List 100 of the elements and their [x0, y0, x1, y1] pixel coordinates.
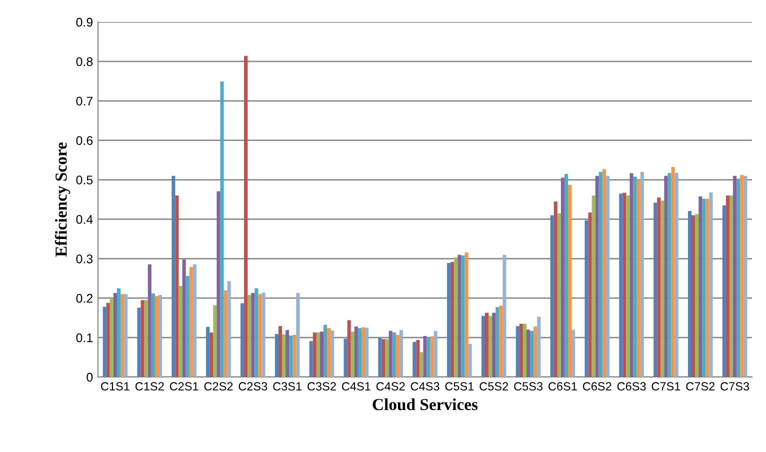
bar: [148, 264, 152, 377]
bar: [733, 176, 737, 377]
bar: [633, 176, 637, 377]
x-tick-label: C1S2: [135, 382, 164, 391]
x-tick-label: C5S1: [445, 382, 474, 391]
bar: [622, 192, 626, 377]
y-tick-label: 0.2: [76, 294, 93, 303]
bar: [251, 292, 255, 377]
bar: [534, 326, 538, 377]
bar: [709, 192, 713, 377]
x-tick-label: C4S2: [376, 382, 405, 391]
bar: [598, 172, 602, 377]
y-tick-label: 0.5: [76, 176, 93, 184]
y-axis-title: Efficiency Score: [54, 142, 70, 257]
bar: [106, 302, 110, 377]
bar: [499, 306, 503, 377]
bar: [530, 330, 534, 377]
bar: [671, 167, 675, 377]
bar: [312, 332, 316, 377]
bar: [447, 263, 451, 377]
bar: [144, 300, 148, 377]
y-tick-label: 0.4: [76, 215, 93, 224]
bar: [654, 202, 658, 377]
bar: [516, 326, 520, 377]
bar: [496, 307, 500, 377]
bar: [213, 305, 217, 377]
bar: [744, 176, 748, 377]
bar: [464, 252, 468, 377]
bar: [588, 212, 592, 377]
bar: [522, 324, 526, 377]
bar: [392, 332, 396, 377]
x-axis-title: Cloud Services: [372, 398, 478, 410]
bar: [274, 334, 278, 377]
x-tick-label: C3S1: [273, 382, 302, 391]
bar: [657, 198, 661, 377]
y-tick-label: 0.3: [76, 254, 93, 264]
bar: [224, 290, 228, 377]
bar: [116, 288, 121, 377]
bar: [572, 330, 576, 377]
bar: [396, 334, 400, 377]
bar: [244, 56, 248, 377]
bar: [568, 184, 572, 377]
bar: [344, 338, 348, 377]
bar: [137, 308, 141, 377]
bar: [660, 200, 664, 377]
bar: [278, 326, 282, 377]
bar: [178, 286, 182, 377]
bar: [262, 292, 266, 377]
bar: [688, 210, 692, 377]
bar: [289, 336, 293, 377]
bar: [113, 292, 117, 377]
bar: [286, 330, 290, 377]
bar: [347, 320, 351, 377]
bar: [110, 298, 114, 377]
bar: [206, 326, 210, 377]
bar: [602, 169, 606, 377]
y-tick-label: 0.8: [76, 57, 93, 66]
bar: [488, 316, 492, 377]
bar: [385, 339, 389, 377]
bar: [330, 330, 334, 377]
x-tick-label: C2S3: [238, 382, 268, 391]
bar: [426, 337, 430, 377]
bar: [227, 281, 231, 377]
bar: [420, 352, 424, 377]
bar: [282, 334, 286, 377]
x-tick-label: C2S2: [204, 382, 233, 391]
bar: [692, 215, 696, 377]
bar: [354, 326, 358, 377]
y-tick-label: 0.9: [76, 18, 93, 27]
bar: [736, 178, 740, 377]
bar: [434, 330, 438, 377]
bar: [664, 176, 668, 377]
bar: [378, 338, 382, 377]
bar: [102, 306, 106, 377]
bar: [502, 254, 506, 377]
bar: [248, 294, 252, 377]
bar: [192, 264, 196, 377]
bar: [740, 175, 744, 377]
bar: [550, 215, 554, 377]
bar: [361, 327, 366, 377]
bar: [240, 303, 244, 377]
bar: [630, 173, 634, 377]
bar: [706, 198, 710, 377]
bar: [606, 176, 610, 377]
x-tick-label: C6S3: [617, 382, 646, 391]
bar: [554, 201, 558, 377]
x-tick-label: C6S2: [582, 382, 612, 391]
bar: [382, 339, 386, 377]
bar: [461, 256, 465, 377]
x-tick-label: C7S3: [720, 382, 750, 391]
bar: [309, 341, 313, 377]
bar: [350, 332, 354, 377]
bar: [258, 294, 262, 377]
x-tick-label: C3S2: [308, 382, 336, 391]
bar: [722, 205, 726, 377]
bar: [182, 259, 186, 377]
bar: [458, 254, 462, 377]
bar: [519, 324, 523, 377]
bar: [216, 191, 220, 377]
bar: [726, 196, 730, 377]
